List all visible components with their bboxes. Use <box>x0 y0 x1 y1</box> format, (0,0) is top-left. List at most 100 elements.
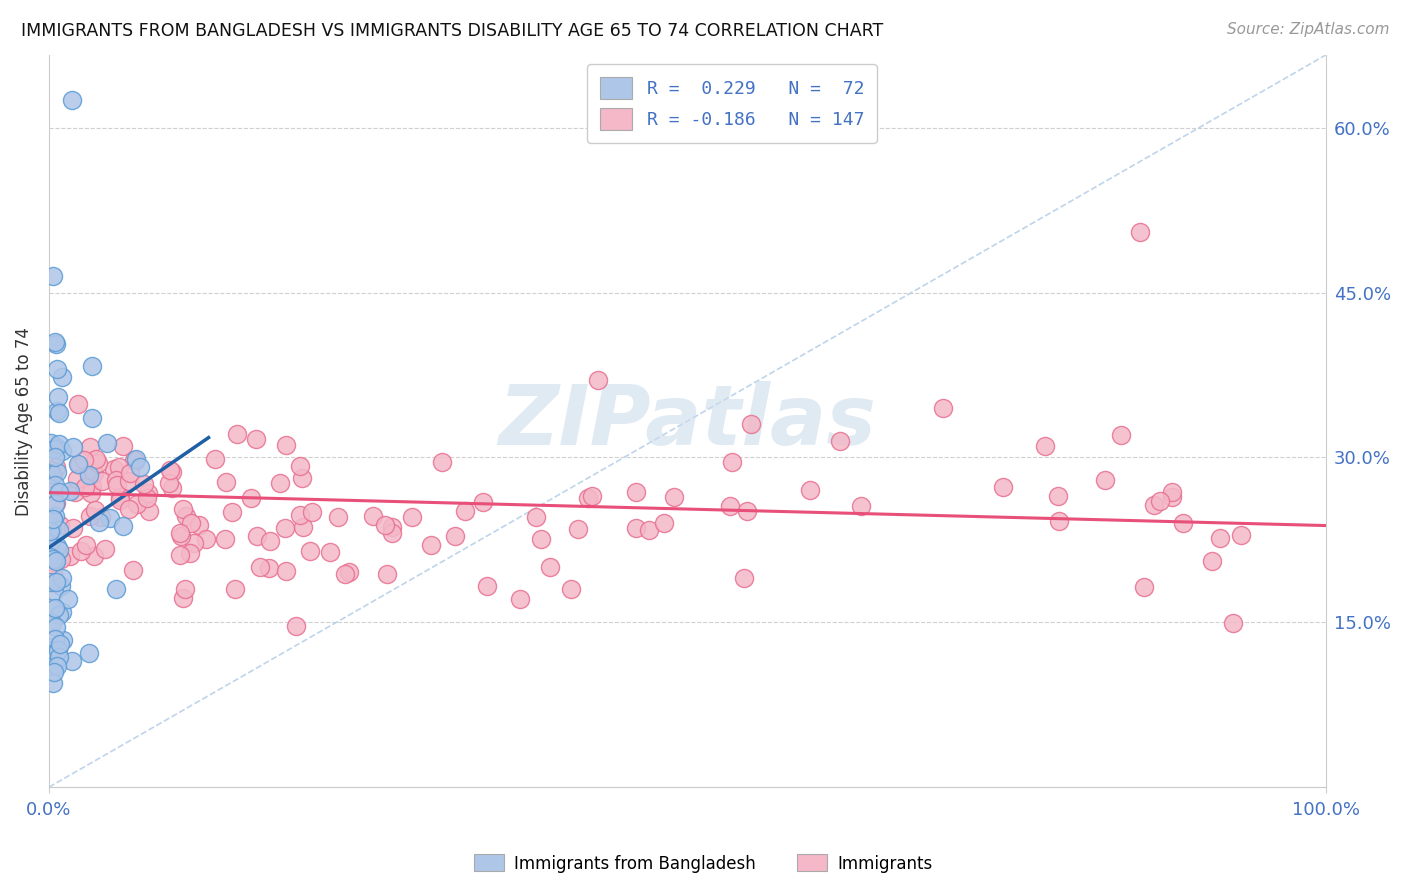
Point <box>444 529 467 543</box>
Point <box>931 401 953 415</box>
Point <box>381 526 404 541</box>
Point <box>179 546 201 560</box>
Point <box>75 479 97 493</box>
Point <box>44 497 66 511</box>
Point <box>79 440 101 454</box>
Point <box>183 535 205 549</box>
Point <box>288 508 311 522</box>
Point <box>67 397 90 411</box>
Point <box>51 444 73 458</box>
Point <box>1047 514 1070 528</box>
Point <box>249 559 271 574</box>
Point <box>87 456 110 470</box>
Point <box>45 659 67 673</box>
Point <box>42 676 65 690</box>
Point <box>42 665 65 679</box>
Point <box>204 451 226 466</box>
Point <box>319 545 342 559</box>
Point <box>122 564 145 578</box>
Point <box>401 510 423 524</box>
Point <box>51 605 73 619</box>
Point <box>567 522 589 536</box>
Point <box>221 505 243 519</box>
Point <box>44 601 66 615</box>
Point <box>45 620 67 634</box>
Point <box>274 521 297 535</box>
Point <box>39 523 62 537</box>
Point <box>77 646 100 660</box>
Point <box>67 458 90 472</box>
Point <box>799 483 821 497</box>
Point <box>105 473 128 487</box>
Point <box>214 532 236 546</box>
Point <box>1171 516 1194 530</box>
Point <box>46 539 69 553</box>
Point <box>122 453 145 467</box>
Point <box>44 478 66 492</box>
Point <box>80 486 103 500</box>
Point <box>48 650 70 665</box>
Point <box>96 436 118 450</box>
Point <box>108 491 131 505</box>
Point <box>292 519 315 533</box>
Point <box>87 515 110 529</box>
Point <box>44 509 66 524</box>
Point <box>157 475 180 490</box>
Point <box>124 451 146 466</box>
Point <box>39 575 62 590</box>
Point <box>42 513 65 527</box>
Point <box>75 538 97 552</box>
Point <box>301 505 323 519</box>
Point <box>337 565 360 579</box>
Point <box>39 550 62 565</box>
Point <box>735 504 758 518</box>
Point <box>42 602 65 616</box>
Point <box>41 640 63 654</box>
Point <box>581 490 603 504</box>
Point <box>540 560 562 574</box>
Point <box>375 566 398 581</box>
Point <box>62 520 84 534</box>
Point <box>160 465 183 479</box>
Point <box>42 442 65 457</box>
Point <box>83 467 105 481</box>
Point <box>100 511 122 525</box>
Point <box>1222 616 1244 631</box>
Point <box>586 374 609 388</box>
Point <box>45 460 67 475</box>
Point <box>652 516 675 530</box>
Point <box>1129 225 1152 239</box>
Point <box>129 459 152 474</box>
Point <box>274 438 297 452</box>
Point <box>48 607 70 622</box>
Point <box>49 637 72 651</box>
Y-axis label: Disability Age 65 to 74: Disability Age 65 to 74 <box>15 326 32 516</box>
Point <box>42 642 65 657</box>
Point <box>73 452 96 467</box>
Point <box>49 517 72 532</box>
Point <box>91 474 114 488</box>
Point <box>39 436 62 450</box>
Point <box>45 496 67 510</box>
Point <box>172 501 194 516</box>
Point <box>49 579 72 593</box>
Point <box>45 465 67 479</box>
Point <box>721 455 744 469</box>
Point <box>381 519 404 533</box>
Point <box>285 618 308 632</box>
Point <box>82 467 104 481</box>
Point <box>333 567 356 582</box>
Point <box>169 525 191 540</box>
Point <box>107 477 129 491</box>
Text: ZIPatlas: ZIPatlas <box>498 381 876 462</box>
Point <box>63 485 86 500</box>
Point <box>624 484 647 499</box>
Point <box>1033 439 1056 453</box>
Point <box>1111 428 1133 442</box>
Point <box>41 616 63 631</box>
Point <box>108 492 131 507</box>
Point <box>48 436 70 450</box>
Point <box>180 516 202 530</box>
Point <box>851 499 873 513</box>
Point <box>90 510 112 524</box>
